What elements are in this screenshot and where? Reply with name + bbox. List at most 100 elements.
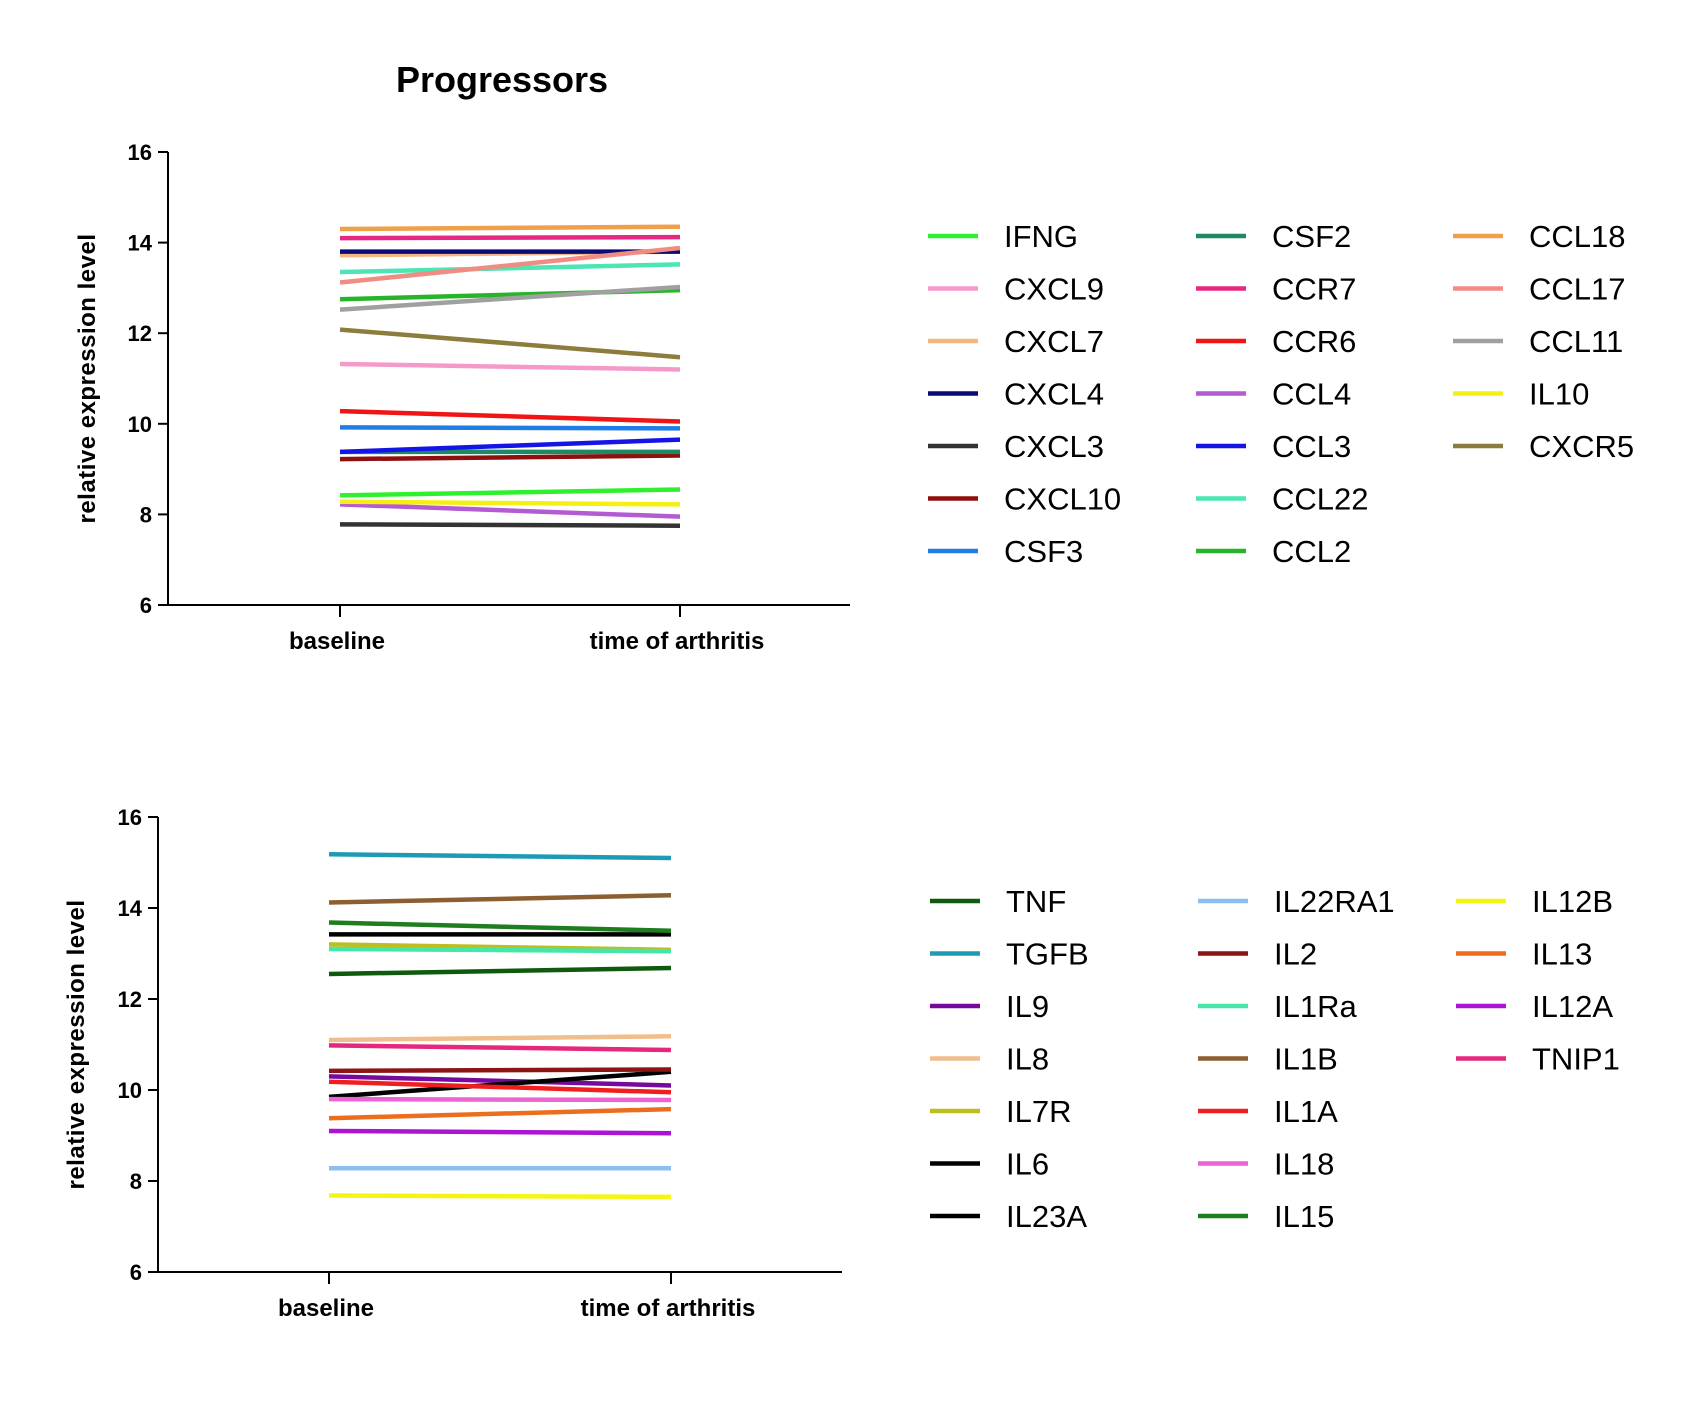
legend-item-il1ra: IL1Ra [1198, 989, 1357, 1024]
legend-label: CCL11 [1529, 324, 1623, 359]
legend-item-tgfb: TGFB [930, 937, 1089, 972]
series-line-il2 [328, 1067, 672, 1074]
legend-label: CSF2 [1272, 219, 1351, 254]
series-line-il9 [328, 1074, 672, 1088]
x-tick-label: time of arthritis [581, 1295, 756, 1322]
legend-item-il23a: IL23A [930, 1199, 1087, 1234]
y-tick-label: 14 [128, 231, 153, 256]
series-line-ccr7 [339, 234, 681, 241]
legend-label: IL1B [1274, 1042, 1338, 1077]
series-line-il15 [328, 920, 672, 933]
legend-label: IL18 [1274, 1147, 1334, 1182]
legend-item-il8: IL8 [930, 1042, 1049, 1077]
legend-label: IL22RA1 [1274, 884, 1395, 919]
legend-label: IL12B [1532, 884, 1613, 919]
legend-item-tnf: TNF [930, 884, 1066, 919]
legend-label: IL1Ra [1274, 989, 1357, 1024]
legend-item-csf3: CSF3 [928, 534, 1083, 569]
series-line-il1b [328, 893, 672, 905]
y-tick-label: 12 [118, 987, 142, 1012]
legend-item-csf2: CSF2 [1196, 219, 1351, 254]
chart-cytokines: relative expression level 6 8 10 12 14 16 basel… [63, 805, 1620, 1322]
series-line-cxcl9 [339, 361, 681, 372]
y-axis-label: relative expression level [74, 234, 101, 524]
chart-title: Progressors [396, 59, 608, 100]
series-line-cxcl10 [339, 453, 681, 462]
y-tick-label: 14 [118, 896, 143, 921]
legend-item-il15: IL15 [1198, 1199, 1334, 1234]
series-line-il1ra [328, 946, 672, 954]
legend-label: CXCL10 [1004, 482, 1121, 517]
series-line-ccl3 [339, 437, 681, 455]
series-line-il6 [328, 1069, 672, 1100]
legend-label: IL2 [1274, 937, 1317, 972]
y-tick-label: 10 [128, 412, 152, 437]
legend-label: CXCR5 [1529, 429, 1634, 464]
legend-label: TNIP1 [1532, 1042, 1620, 1077]
legend-item-il10: IL10 [1453, 377, 1589, 412]
legend-label: IL13 [1532, 937, 1592, 972]
y-tick-label: 10 [118, 1078, 142, 1103]
series-line-cxcr5 [339, 327, 681, 360]
legend-item-il2: IL2 [1198, 937, 1317, 972]
series-line-ccl17 [339, 245, 681, 285]
y-tick-label: 8 [130, 1169, 142, 1194]
x-tick-label: time of arthritis [590, 628, 765, 655]
series-line-tnip1 [328, 1043, 672, 1053]
legend-item-cxcr5: CXCR5 [1453, 429, 1634, 464]
legend-label: TGFB [1006, 937, 1089, 972]
legend-label: CXCL4 [1004, 377, 1104, 412]
series-line-il8 [328, 1034, 672, 1043]
legend-label: CCL22 [1272, 482, 1369, 517]
series-line-ifng [339, 487, 681, 498]
legend-item-il13: IL13 [1456, 937, 1592, 972]
series-line-il12a [328, 1128, 672, 1136]
legend-item-ccr7: CCR7 [1196, 272, 1356, 307]
y-tick-label: 6 [140, 593, 152, 618]
series-line-ccl4 [339, 502, 681, 519]
legend-item-ccl3: CCL3 [1196, 429, 1351, 464]
legend-item-il18: IL18 [1198, 1147, 1334, 1182]
legend-label: CCL2 [1272, 534, 1351, 569]
legend-label: IL23A [1006, 1199, 1087, 1234]
legend-item-tnip1: TNIP1 [1456, 1042, 1620, 1077]
legend-item-ccr6: CCR6 [1196, 324, 1356, 359]
legend-item-il12a: IL12A [1456, 989, 1613, 1024]
legend-label: IL6 [1006, 1147, 1049, 1182]
chart-progressors: Progressors relative expression level 6 8 10… [74, 59, 1634, 655]
legend-label: CCR7 [1272, 272, 1356, 307]
series-line-il12b [328, 1193, 672, 1200]
legend-label: CCL18 [1529, 219, 1626, 254]
series-line-ccr6 [339, 408, 681, 424]
legend-label: IL1A [1274, 1094, 1338, 1129]
legend-item-cxcl7: CXCL7 [928, 324, 1104, 359]
y-axis-label: relative expression level [63, 900, 90, 1190]
legend-item-cxcl10: CXCL10 [928, 482, 1121, 517]
legend-label: IL9 [1006, 989, 1049, 1024]
x-tick-label: baseline [278, 1295, 374, 1322]
series-line-ccl18 [339, 224, 681, 232]
legend-label: CXCL9 [1004, 272, 1104, 307]
legend-item-ifng: IFNG [928, 219, 1078, 254]
series-line-il1a [328, 1079, 672, 1095]
legend-item-il9: IL9 [930, 989, 1049, 1024]
legend-item-il6: IL6 [930, 1147, 1049, 1182]
legend-label: IFNG [1004, 219, 1078, 254]
y-tick-label: 16 [128, 140, 152, 165]
legend-item-ccl17: CCL17 [1453, 272, 1626, 307]
series-line-ccl11 [339, 284, 681, 312]
legend-label: CCR6 [1272, 324, 1356, 359]
y-tick-label: 8 [140, 502, 152, 527]
legend-label: CSF3 [1004, 534, 1083, 569]
legend-label: CXCL3 [1004, 429, 1104, 464]
series-line-tgfb [328, 852, 672, 861]
legend-label: IL12A [1532, 989, 1613, 1024]
series-line-il13 [328, 1106, 672, 1121]
legend-label: IL15 [1274, 1199, 1334, 1234]
x-tick-label: baseline [289, 628, 385, 655]
series-line-ccl22 [339, 262, 681, 275]
legend-item-il12b: IL12B [1456, 884, 1613, 919]
legend-label: IL8 [1006, 1042, 1049, 1077]
legend-item-il1b: IL1B [1198, 1042, 1338, 1077]
